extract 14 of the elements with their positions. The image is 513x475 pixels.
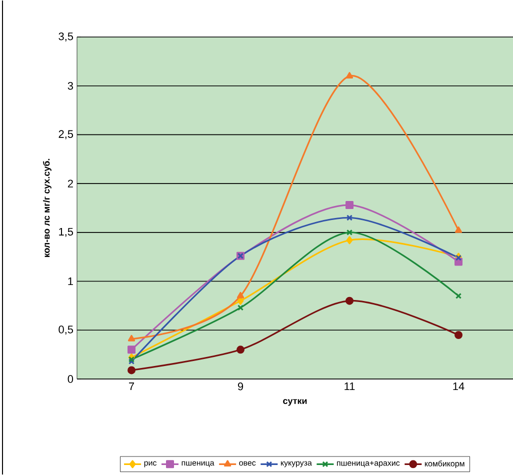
y-axis-title: кол-во лс мг/г сух.суб. <box>42 158 52 258</box>
x-tick-label: 7 <box>129 382 134 390</box>
y-tick-label: 2,5 <box>58 130 74 140</box>
x-tick-label: 14 <box>453 382 464 390</box>
y-tick-label: 2 <box>68 180 73 188</box>
y-tick-label: 3,5 <box>58 32 74 42</box>
y-tick-label: 0,5 <box>58 326 74 335</box>
x-axis-title: сутки <box>283 399 307 406</box>
y-tick-label: 1 <box>68 278 73 286</box>
y-tick-label: 0 <box>68 375 74 383</box>
y-tick-label: 3 <box>68 82 74 90</box>
x-tick-label: 9 <box>238 382 244 390</box>
y-tick-label: 1,5 <box>59 228 74 237</box>
x-tick-label: 11 <box>344 382 355 390</box>
